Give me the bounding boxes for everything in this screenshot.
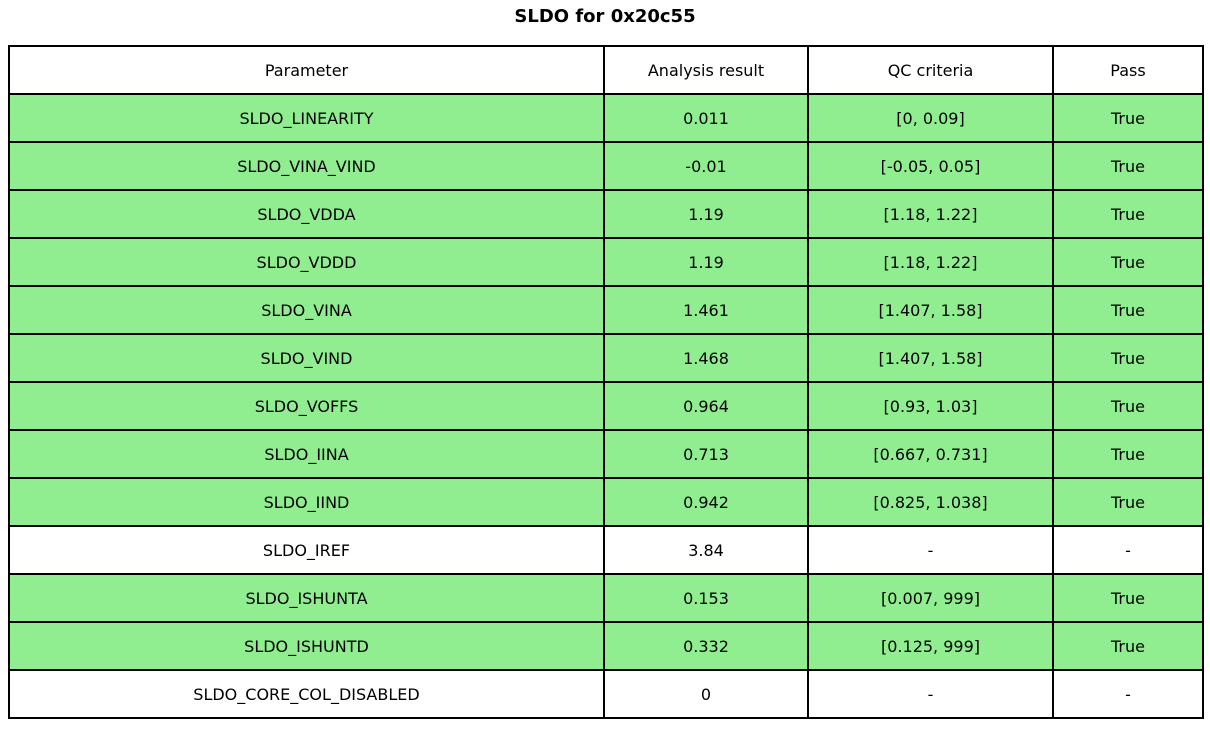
cell-pass: True [1052, 189, 1204, 239]
cell-criteria: [0.93, 1.03] [807, 381, 1054, 431]
cell-parameter: SLDO_VIND [8, 333, 605, 383]
cell-criteria: [-0.05, 0.05] [807, 141, 1054, 191]
cell-parameter: SLDO_IREF [8, 525, 605, 575]
cell-criteria: [1.407, 1.58] [807, 285, 1054, 335]
cell-criteria: [1.407, 1.58] [807, 333, 1054, 383]
table-row: SLDO_VIND 1.468 [1.407, 1.58] True [8, 333, 1204, 383]
cell-parameter: SLDO_LINEARITY [8, 93, 605, 143]
table-row: SLDO_VINA_VIND -0.01 [-0.05, 0.05] True [8, 141, 1204, 191]
cell-criteria: - [807, 525, 1054, 575]
table-row: SLDO_VDDD 1.19 [1.18, 1.22] True [8, 237, 1204, 287]
table-row: SLDO_LINEARITY 0.011 [0, 0.09] True [8, 93, 1204, 143]
cell-pass: - [1052, 669, 1204, 719]
cell-parameter: SLDO_VINA [8, 285, 605, 335]
cell-result: 0.332 [603, 621, 809, 671]
cell-result: 1.461 [603, 285, 809, 335]
header-row: Parameter Analysis result QC criteria Pa… [8, 45, 1204, 95]
table-row: SLDO_VOFFS 0.964 [0.93, 1.03] True [8, 381, 1204, 431]
cell-parameter: SLDO_VOFFS [8, 381, 605, 431]
cell-pass: True [1052, 381, 1204, 431]
cell-parameter: SLDO_ISHUNTD [8, 621, 605, 671]
column-header-parameter: Parameter [8, 45, 605, 95]
column-header-analysis-result: Analysis result [603, 45, 809, 95]
cell-parameter: SLDO_IINA [8, 429, 605, 479]
cell-criteria: - [807, 669, 1054, 719]
cell-criteria: [0, 0.09] [807, 93, 1054, 143]
cell-result: 0.011 [603, 93, 809, 143]
cell-result: 1.19 [603, 237, 809, 287]
cell-result: 0.942 [603, 477, 809, 527]
cell-result: 0.964 [603, 381, 809, 431]
table-row: SLDO_ISHUNTD 0.332 [0.125, 999] True [8, 621, 1204, 671]
cell-parameter: SLDO_ISHUNTA [8, 573, 605, 623]
column-header-pass: Pass [1052, 45, 1204, 95]
cell-pass: True [1052, 621, 1204, 671]
cell-criteria: [1.18, 1.22] [807, 189, 1054, 239]
cell-result: -0.01 [603, 141, 809, 191]
page-title: SLDO for 0x20c55 [514, 6, 696, 27]
cell-pass: True [1052, 237, 1204, 287]
cell-parameter: SLDO_CORE_COL_DISABLED [8, 669, 605, 719]
cell-criteria: [0.007, 999] [807, 573, 1054, 623]
cell-criteria: [0.667, 0.731] [807, 429, 1054, 479]
cell-pass: - [1052, 525, 1204, 575]
cell-parameter: SLDO_IIND [8, 477, 605, 527]
table-row: SLDO_IINA 0.713 [0.667, 0.731] True [8, 429, 1204, 479]
cell-result: 0.713 [603, 429, 809, 479]
cell-pass: True [1052, 573, 1204, 623]
cell-parameter: SLDO_VDDA [8, 189, 605, 239]
cell-pass: True [1052, 285, 1204, 335]
cell-criteria: [1.18, 1.22] [807, 237, 1054, 287]
qc-results-table: Parameter Analysis result QC criteria Pa… [8, 45, 1204, 719]
cell-pass: True [1052, 141, 1204, 191]
table-row: SLDO_CORE_COL_DISABLED 0- - [8, 669, 1204, 719]
cell-pass: True [1052, 93, 1204, 143]
cell-result: 0.153 [603, 573, 809, 623]
cell-pass: True [1052, 429, 1204, 479]
column-header-qc-criteria: QC criteria [807, 45, 1054, 95]
cell-pass: True [1052, 333, 1204, 383]
cell-criteria: [0.125, 999] [807, 621, 1054, 671]
table-header: Parameter Analysis result QC criteria Pa… [8, 45, 1204, 95]
cell-parameter: SLDO_VINA_VIND [8, 141, 605, 191]
table-row: SLDO_IREF 3.84- - [8, 525, 1204, 575]
table-body: SLDO_LINEARITY 0.011 [0, 0.09] True SLDO_VIN… [8, 93, 1204, 719]
cell-result: 3.84 [603, 525, 809, 575]
table-row: SLDO_VDDA 1.19 [1.18, 1.22] True [8, 189, 1204, 239]
cell-result: 1.19 [603, 189, 809, 239]
cell-result: 0 [603, 669, 809, 719]
cell-parameter: SLDO_VDDD [8, 237, 605, 287]
cell-pass: True [1052, 477, 1204, 527]
cell-result: 1.468 [603, 333, 809, 383]
cell-criteria: [0.825, 1.038] [807, 477, 1054, 527]
table-row: SLDO_IIND 0.942 [0.825, 1.038] True [8, 477, 1204, 527]
table-row: SLDO_ISHUNTA 0.153 [0.007, 999] True [8, 573, 1204, 623]
table-row: SLDO_VINA 1.461 [1.407, 1.58] True [8, 285, 1204, 335]
